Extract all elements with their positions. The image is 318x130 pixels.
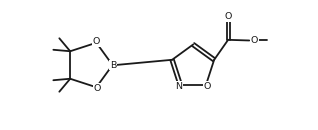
Text: B: B xyxy=(110,60,116,70)
Text: O: O xyxy=(251,36,258,45)
Text: O: O xyxy=(204,82,211,91)
Text: O: O xyxy=(225,12,232,21)
Text: N: N xyxy=(175,82,182,91)
Text: O: O xyxy=(93,37,100,46)
Text: O: O xyxy=(93,84,101,93)
